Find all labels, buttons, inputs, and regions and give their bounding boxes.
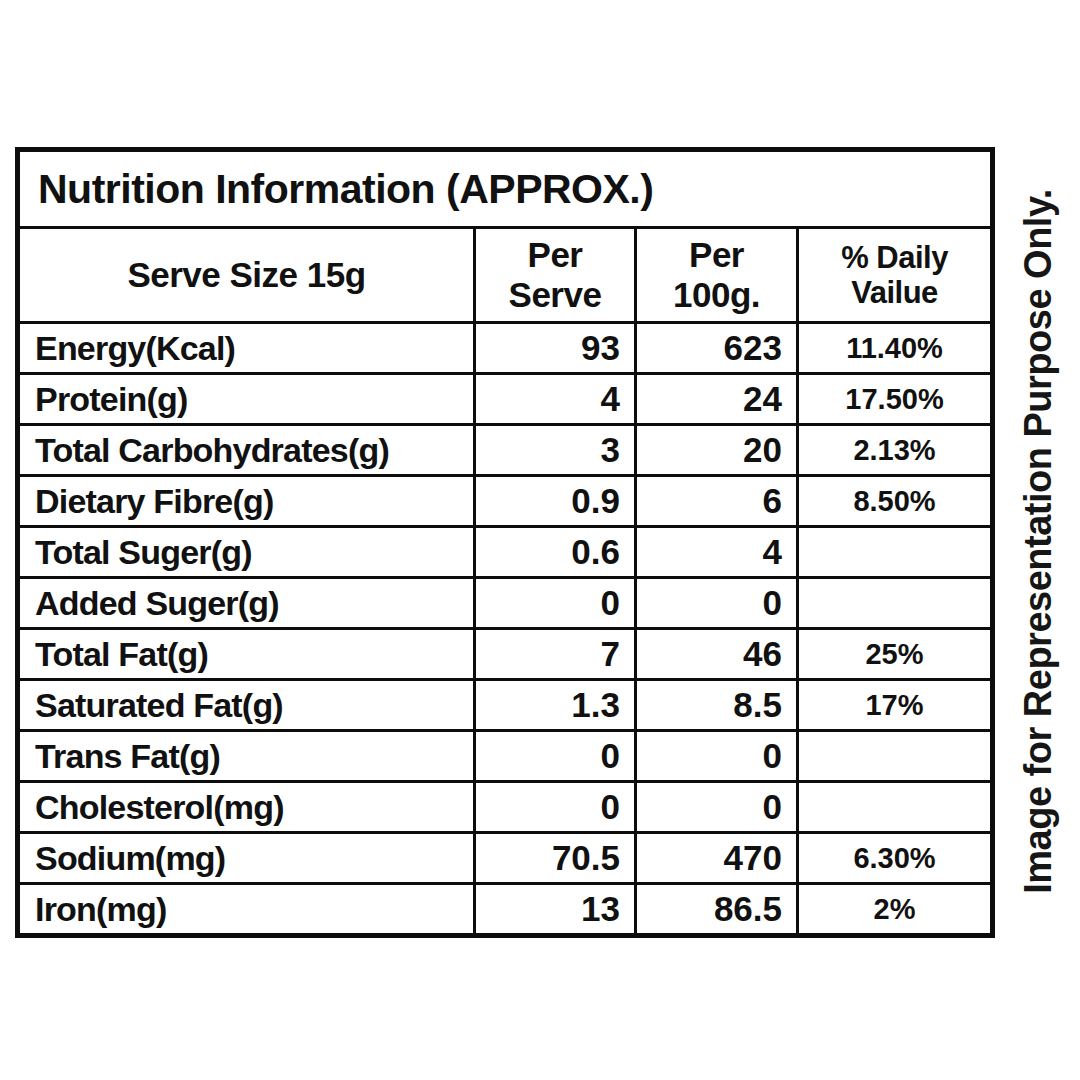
per-100g-value: 0 [636,578,798,629]
header-line-2: Serve [509,275,602,314]
nutrient-name: Protein(g) [18,374,475,425]
daily-value-percent: 2% [798,884,993,936]
daily-value-percent: 11.40% [798,323,993,374]
per-100g-value: 20 [636,425,798,476]
daily-value-percent: 6.30% [798,833,993,884]
nutrient-name: Cholesterol(mg) [18,782,475,833]
per-serve-value: 7 [475,629,636,680]
header-line-1: Per [528,235,583,274]
table-title: Nutrition Information (APPROX.) [18,150,993,228]
table-row: Sodium(mg) 70.5 470 6.30% [18,833,993,884]
per-100g-value: 470 [636,833,798,884]
daily-value-percent [798,578,993,629]
per-100g-value: 623 [636,323,798,374]
nutrient-name: Total Fat(g) [18,629,475,680]
nutrient-name: Added Suger(g) [18,578,475,629]
daily-value-percent: 17% [798,680,993,731]
column-header-daily-value: % DailyVailue [798,228,993,323]
table-row: Added Suger(g) 0 0 [18,578,993,629]
watermark-text: Image for Representation Purpose Only. [1017,189,1060,894]
per-serve-value: 0 [475,782,636,833]
nutrient-name: Dietary Fibre(g) [18,476,475,527]
per-serve-value: 93 [475,323,636,374]
daily-value-percent [798,527,993,578]
per-serve-value: 1.3 [475,680,636,731]
table-title-row: Nutrition Information (APPROX.) [18,150,993,228]
per-100g-value: 46 [636,629,798,680]
table-row: Total Fat(g) 7 46 25% [18,629,993,680]
daily-value-percent [798,782,993,833]
per-100g-value: 4 [636,527,798,578]
daily-value-percent: 25% [798,629,993,680]
daily-value-percent: 2.13% [798,425,993,476]
per-serve-value: 0 [475,578,636,629]
watermark-vertical-text: Image for Representation Purpose Only. [998,147,1078,935]
per-100g-value: 0 [636,782,798,833]
per-serve-value: 0 [475,731,636,782]
per-serve-value: 70.5 [475,833,636,884]
table-row: Protein(g) 4 24 17.50% [18,374,993,425]
column-header-serve-size: Serve Size 15g [18,228,475,323]
daily-value-percent [798,731,993,782]
nutrition-table: Nutrition Information (APPROX.) Serve Si… [15,147,995,938]
table-row: Cholesterol(mg) 0 0 [18,782,993,833]
per-serve-value: 4 [475,374,636,425]
nutrient-name: Total Carbohydrates(g) [18,425,475,476]
nutrient-name: Saturated Fat(g) [18,680,475,731]
per-100g-value: 0 [636,731,798,782]
nutrient-name: Iron(mg) [18,884,475,936]
per-100g-value: 86.5 [636,884,798,936]
daily-value-percent: 17.50% [798,374,993,425]
column-header-per-100g: Per100g. [636,228,798,323]
header-line-2: 100g. [673,275,760,314]
table-row: Iron(mg) 13 86.5 2% [18,884,993,936]
daily-value-percent: 8.50% [798,476,993,527]
per-serve-value: 0.9 [475,476,636,527]
header-line-1: Per [689,235,744,274]
per-100g-value: 8.5 [636,680,798,731]
table-header-row: Serve Size 15g PerServe Per100g. % Daily… [18,228,993,323]
per-serve-value: 0.6 [475,527,636,578]
table-row: Dietary Fibre(g) 0.9 6 8.50% [18,476,993,527]
table-row: Total Suger(g) 0.6 4 [18,527,993,578]
table-row: Total Carbohydrates(g) 3 20 2.13% [18,425,993,476]
per-serve-value: 3 [475,425,636,476]
table-row: Saturated Fat(g) 1.3 8.5 17% [18,680,993,731]
nutrient-name: Energy(Kcal) [18,323,475,374]
nutrient-name: Sodium(mg) [18,833,475,884]
per-100g-value: 6 [636,476,798,527]
table-row: Trans Fat(g) 0 0 [18,731,993,782]
header-line-1: % Daily [841,240,948,275]
per-serve-value: 13 [475,884,636,936]
header-line-2: Vailue [851,275,938,310]
column-header-per-serve: PerServe [475,228,636,323]
nutrient-name: Trans Fat(g) [18,731,475,782]
per-100g-value: 24 [636,374,798,425]
nutrition-label: Nutrition Information (APPROX.) Serve Si… [0,0,1080,1080]
nutrient-name: Total Suger(g) [18,527,475,578]
table-row: Energy(Kcal) 93 623 11.40% [18,323,993,374]
